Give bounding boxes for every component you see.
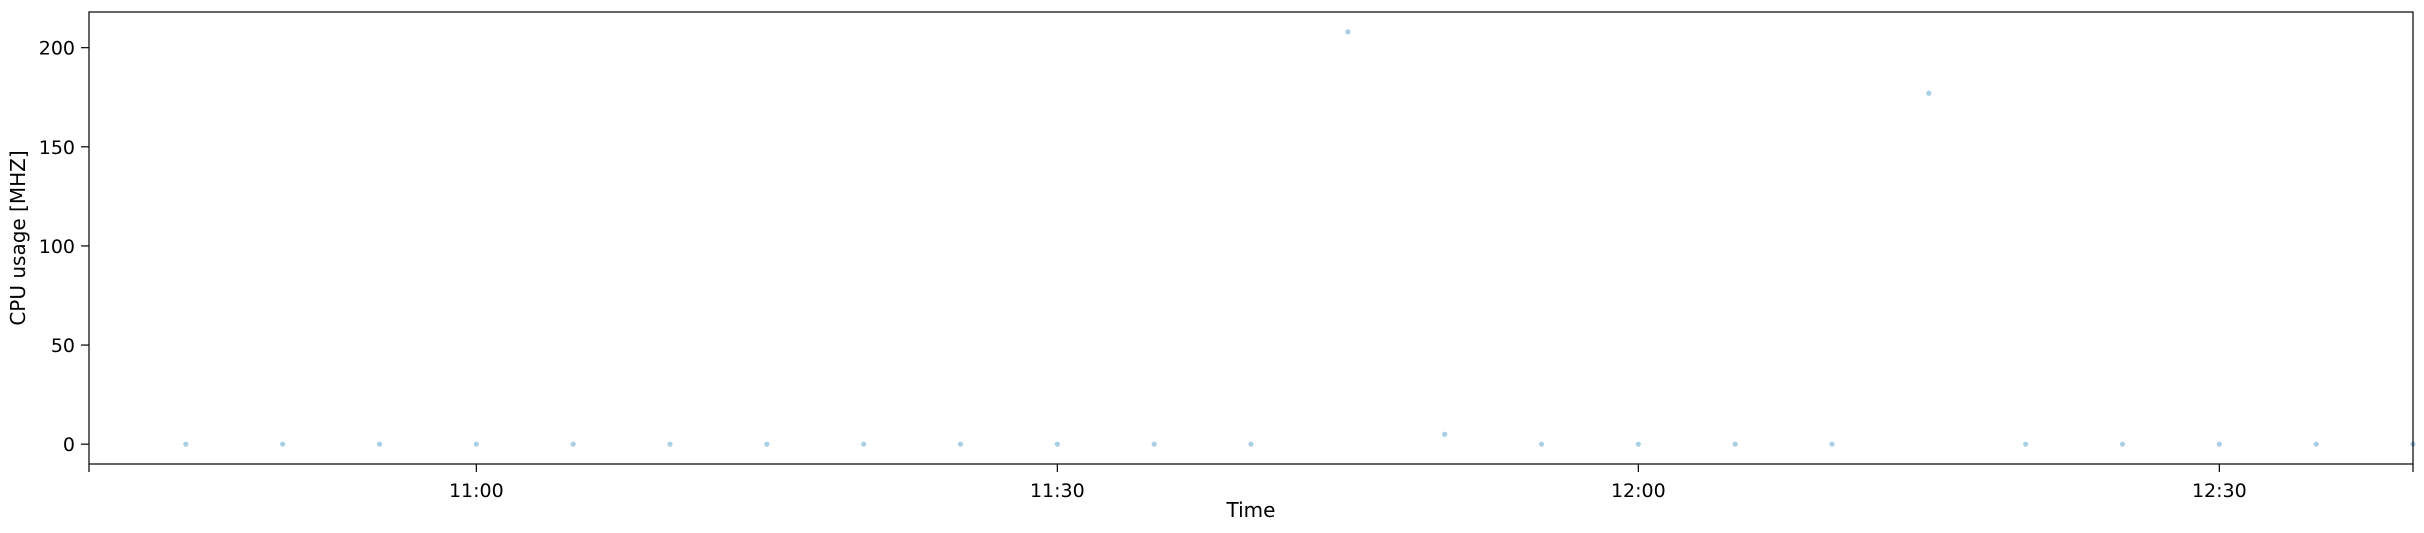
data-point-15 — [1635, 441, 1641, 447]
y-tick-label: 100 — [39, 236, 75, 258]
y-tick-label: 0 — [63, 434, 75, 456]
data-point-19 — [2023, 441, 2029, 447]
plot-frame — [88, 11, 2414, 465]
data-point-10 — [1151, 441, 1157, 447]
data-point-2 — [376, 441, 383, 447]
data-point-8 — [957, 441, 964, 447]
data-point-20 — [2119, 441, 2126, 447]
data-points — [183, 29, 2416, 447]
data-point-11 — [1248, 441, 1254, 447]
data-point-1 — [280, 441, 286, 447]
x-axis-title: Time — [1226, 498, 1276, 522]
data-point-6 — [764, 441, 770, 447]
data-point-18 — [1926, 90, 1932, 96]
y-tick-label: 150 — [39, 137, 75, 159]
data-point-12 — [1345, 29, 1351, 35]
y-tick-label: 50 — [51, 335, 75, 357]
data-point-22 — [2313, 441, 2319, 447]
data-point-21 — [2216, 441, 2222, 447]
data-point-9 — [1054, 441, 1060, 447]
x-tick-label: 11:00 — [449, 480, 504, 502]
data-point-7 — [861, 441, 867, 447]
data-point-13 — [1442, 431, 1448, 437]
x-tick-label: 12:00 — [1611, 480, 1666, 502]
x-tick-label: 11:30 — [1030, 480, 1085, 502]
x-tick-label: 12:30 — [2192, 480, 2247, 502]
data-point-3 — [473, 441, 479, 447]
data-point-17 — [1829, 441, 1835, 447]
data-point-5 — [667, 441, 673, 447]
data-point-16 — [1732, 441, 1738, 447]
data-point-14 — [1538, 441, 1545, 447]
x-axis: 11:00 11:30 12:00 12:30 — [88, 464, 2414, 502]
y-axis: 0 50 100 150 200 — [39, 38, 89, 456]
data-point-4 — [570, 441, 576, 447]
y-axis-title: CPU usage [MHZ] — [6, 150, 30, 325]
y-tick-label: 200 — [39, 38, 75, 60]
data-point-0 — [183, 441, 189, 447]
